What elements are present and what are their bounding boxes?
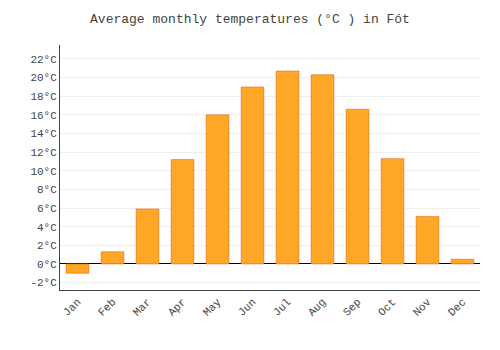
svg-text:-2°C: -2°C xyxy=(30,277,57,289)
svg-text:20°C: 20°C xyxy=(30,72,57,84)
svg-text:Jun: Jun xyxy=(236,296,258,318)
svg-text:May: May xyxy=(201,296,224,319)
svg-text:Apr: Apr xyxy=(166,296,188,318)
svg-text:Oct: Oct xyxy=(376,296,398,318)
svg-text:Mar: Mar xyxy=(131,296,153,318)
svg-text:12°C: 12°C xyxy=(30,147,57,159)
svg-text:8°C: 8°C xyxy=(37,184,57,196)
svg-text:Feb: Feb xyxy=(96,296,118,318)
svg-text:0°C: 0°C xyxy=(37,259,57,271)
svg-text:16°C: 16°C xyxy=(30,110,57,122)
svg-text:18°C: 18°C xyxy=(30,91,57,103)
svg-text:Nov: Nov xyxy=(411,296,434,319)
svg-text:Jan: Jan xyxy=(61,296,83,318)
svg-text:22°C: 22°C xyxy=(30,54,57,66)
svg-text:Sep: Sep xyxy=(341,296,363,318)
svg-text:Jul: Jul xyxy=(271,296,293,318)
svg-text:14°C: 14°C xyxy=(30,128,57,140)
svg-text:6°C: 6°C xyxy=(37,203,57,215)
svg-text:Aug: Aug xyxy=(306,296,328,318)
svg-text:2°C: 2°C xyxy=(37,240,57,252)
svg-text:Average monthly temperatures (: Average monthly temperatures (°C ) in Fó… xyxy=(90,12,410,27)
svg-text:Dec: Dec xyxy=(446,296,468,318)
svg-text:4°C: 4°C xyxy=(37,222,57,234)
svg-text:10°C: 10°C xyxy=(30,166,57,178)
